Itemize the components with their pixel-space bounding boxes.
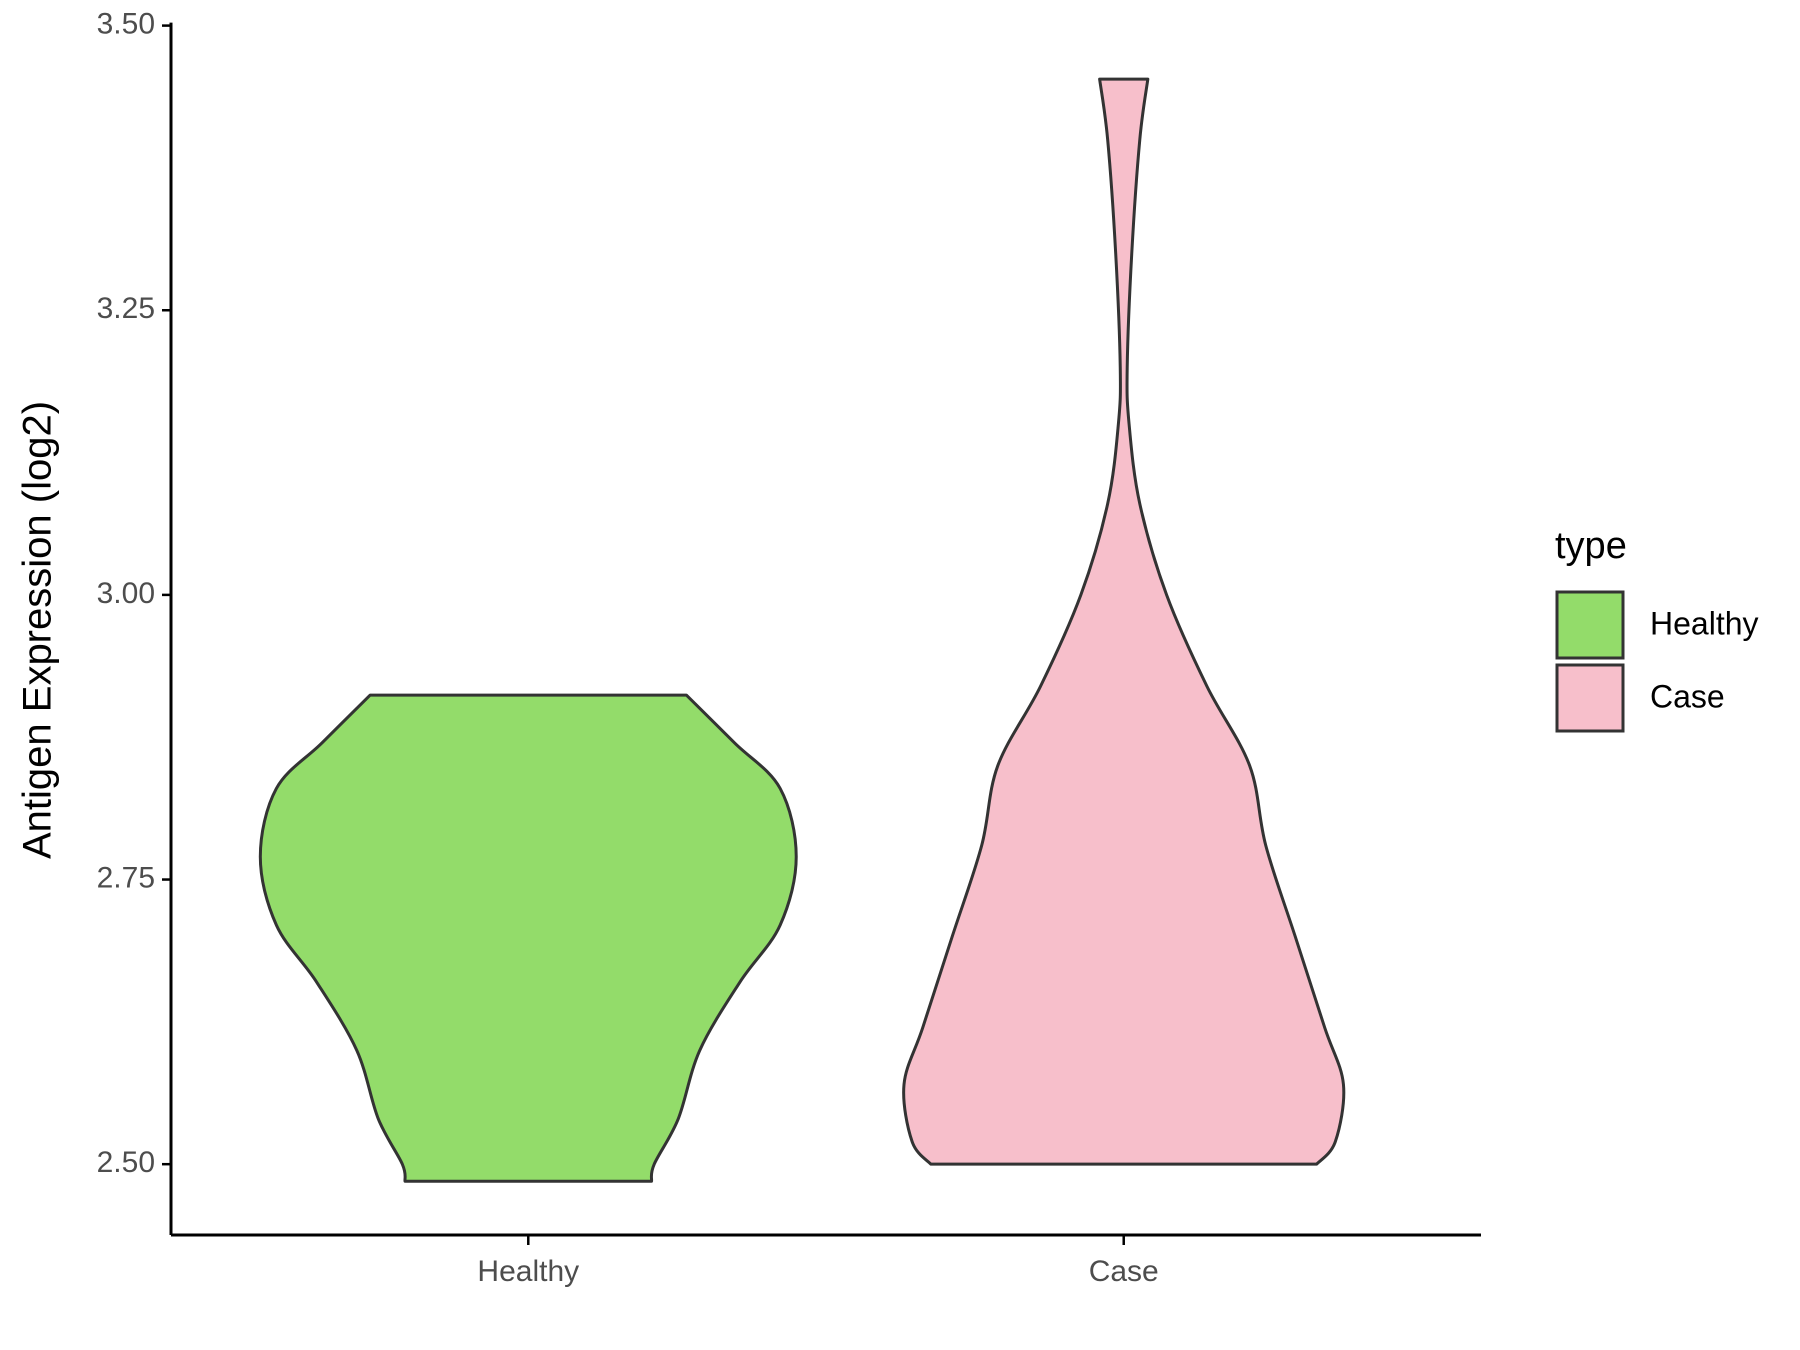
legend-title: type (1555, 525, 1627, 567)
legend-key (1555, 663, 1625, 733)
x-tick-label: Healthy (477, 1255, 579, 1288)
y-tick-label: 2.50 (97, 1146, 155, 1179)
y-tick-label: 3.00 (97, 577, 155, 610)
y-tick-label: 2.75 (97, 861, 155, 894)
violin (258, 693, 798, 1183)
x-tick-label: Case (1089, 1255, 1159, 1288)
violin (902, 77, 1346, 1166)
y-axis-title: Antigen Expression (log2) (16, 401, 60, 859)
legend-label: Case (1650, 678, 1725, 714)
legend-label: Healthy (1650, 605, 1759, 641)
legend-key (1555, 590, 1625, 660)
y-tick-label: 3.50 (97, 8, 155, 41)
y-tick-label: 3.25 (97, 292, 155, 325)
